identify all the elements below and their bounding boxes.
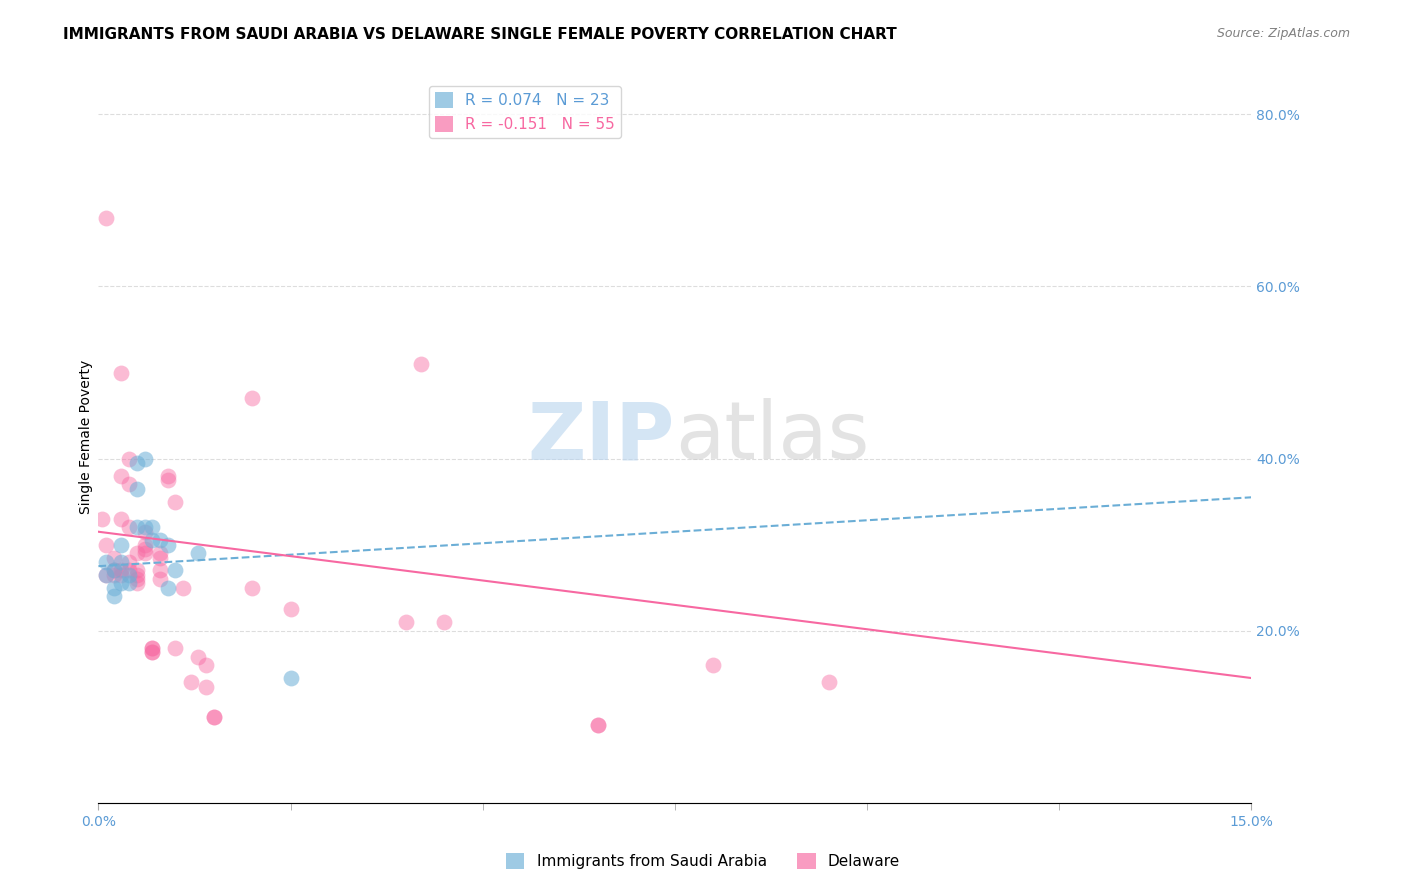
Point	[586, 718, 609, 732]
Point	[240, 581, 263, 595]
Point	[118, 567, 141, 582]
Point	[156, 581, 179, 595]
Point	[94, 555, 117, 569]
Point	[156, 538, 179, 552]
Point	[94, 567, 117, 582]
Point	[187, 546, 209, 560]
Point	[149, 533, 172, 548]
Point	[395, 615, 418, 629]
Point	[280, 671, 302, 685]
Point	[125, 564, 148, 578]
Point	[141, 640, 163, 655]
Point	[165, 564, 187, 578]
Legend: R = 0.074   N = 23, R = -0.151   N = 55: R = 0.074 N = 23, R = -0.151 N = 55	[429, 87, 621, 138]
Point	[118, 576, 141, 591]
Point	[110, 366, 132, 380]
Point	[103, 567, 125, 582]
Point	[195, 680, 218, 694]
Point	[94, 538, 117, 552]
Point	[202, 710, 225, 724]
Point	[180, 675, 202, 690]
Point	[202, 710, 225, 724]
Point	[586, 718, 609, 732]
Point	[156, 473, 179, 487]
Point	[156, 468, 179, 483]
Point	[172, 581, 194, 595]
Point	[149, 564, 172, 578]
Point	[94, 211, 117, 225]
Point	[91, 512, 114, 526]
Point	[110, 555, 132, 569]
Point	[118, 451, 141, 466]
Point	[141, 640, 163, 655]
Point	[125, 567, 148, 582]
Point	[118, 564, 141, 578]
Legend: Immigrants from Saudi Arabia, Delaware: Immigrants from Saudi Arabia, Delaware	[501, 847, 905, 875]
Text: IMMIGRANTS FROM SAUDI ARABIA VS DELAWARE SINGLE FEMALE POVERTY CORRELATION CHART: IMMIGRANTS FROM SAUDI ARABIA VS DELAWARE…	[63, 27, 897, 42]
Point	[125, 482, 148, 496]
Point	[134, 541, 156, 556]
Point	[165, 494, 187, 508]
Text: Source: ZipAtlas.com: Source: ZipAtlas.com	[1216, 27, 1350, 40]
Point	[187, 649, 209, 664]
Point	[125, 456, 148, 470]
Point	[134, 524, 156, 539]
Point	[149, 546, 172, 560]
Point	[141, 533, 163, 548]
Point	[141, 645, 163, 659]
Point	[118, 477, 141, 491]
Point	[110, 564, 132, 578]
Point	[165, 640, 187, 655]
Point	[240, 392, 263, 406]
Point	[125, 576, 148, 591]
Y-axis label: Single Female Poverty: Single Female Poverty	[79, 360, 93, 514]
Point	[103, 581, 125, 595]
Point	[134, 546, 156, 560]
Point	[433, 615, 456, 629]
Text: atlas: atlas	[675, 398, 869, 476]
Text: ZIP: ZIP	[527, 398, 675, 476]
Point	[118, 520, 141, 534]
Point	[103, 564, 125, 578]
Point	[103, 589, 125, 603]
Point	[141, 645, 163, 659]
Point	[125, 546, 148, 560]
Point	[195, 658, 218, 673]
Point	[118, 555, 141, 569]
Point	[134, 451, 156, 466]
Point	[702, 658, 724, 673]
Point	[149, 572, 172, 586]
Point	[110, 567, 132, 582]
Point	[110, 538, 132, 552]
Point	[103, 564, 125, 578]
Point	[94, 567, 117, 582]
Point	[280, 602, 302, 616]
Point	[103, 550, 125, 565]
Point	[149, 550, 172, 565]
Point	[125, 572, 148, 586]
Point	[817, 675, 839, 690]
Point	[110, 512, 132, 526]
Point	[125, 520, 148, 534]
Point	[110, 576, 132, 591]
Point	[141, 520, 163, 534]
Point	[110, 468, 132, 483]
Point	[134, 538, 156, 552]
Point	[411, 357, 433, 371]
Point	[134, 520, 156, 534]
